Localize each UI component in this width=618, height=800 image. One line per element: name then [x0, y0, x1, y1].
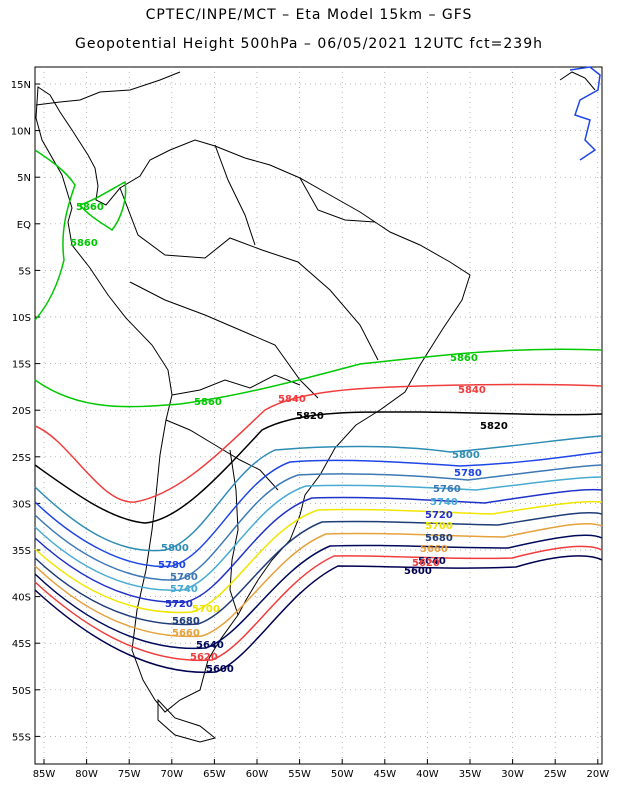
lon-tick-label: 75W [118, 769, 141, 780]
contour-label-5860: 5860 [194, 397, 222, 408]
contour-fragment-northeast [569, 66, 601, 161]
country-border-1 [119, 187, 379, 361]
lat-tick-label: 35S [12, 546, 31, 557]
lat-tick-label: 20S [12, 406, 31, 417]
country-border-3 [171, 374, 301, 396]
lat-tick-label: 25S [12, 453, 31, 464]
contour-label-5620: 5620 [412, 558, 440, 569]
contour-label-5720: 5720 [425, 510, 453, 521]
country-border-5 [214, 144, 256, 246]
lat-tick-label: 55S [12, 732, 31, 743]
contour-5780 [34, 451, 603, 568]
contour-label-5700: 5700 [425, 521, 453, 532]
contour-5860 [79, 180, 127, 232]
contour-5760 [34, 464, 603, 581]
contour-5600 [34, 555, 603, 674]
lat-tick-label: 10S [12, 313, 31, 324]
lon-tick-label: 25W [544, 769, 567, 780]
contour-label-5740: 5740 [430, 497, 458, 508]
contour-5640 [34, 534, 603, 650]
lon-tick-label: 30W [501, 769, 524, 780]
contour-label-5720: 5720 [165, 599, 193, 610]
contour-label-5760: 5760 [433, 484, 461, 495]
chart-title-line-2: Geopotential Height 500hPa – 06/05/2021 … [75, 36, 543, 52]
contour-5820 [34, 411, 603, 524]
contour-label-5840: 5840 [458, 385, 486, 396]
contour-label-5640: 5640 [418, 556, 446, 567]
contour-lines [34, 149, 603, 674]
contour-label-5780: 5780 [158, 560, 186, 571]
contour-5860 [34, 149, 76, 321]
contour-label-5740: 5740 [170, 584, 198, 595]
tierra-del-fuego [157, 698, 217, 743]
central-america-coast [35, 71, 181, 106]
lon-tick-label: 70W [160, 769, 183, 780]
lon-tick-label: 55W [288, 769, 311, 780]
contour-label-5780: 5780 [454, 468, 482, 479]
contour-label-5700: 5700 [192, 604, 220, 615]
lat-tick-label: 30S [12, 499, 31, 510]
country-border-6 [299, 177, 376, 223]
contour-5800 [34, 435, 603, 552]
lon-tick-label: 85W [33, 769, 56, 780]
contour-label-5660: 5660 [172, 628, 200, 639]
contour-label-5660: 5660 [420, 544, 448, 555]
lon-tick-label: 50W [331, 769, 354, 780]
lat-tick-label: 15S [12, 360, 31, 371]
contour-labels: 5860 5860 5840 5840 5820 5820 5800 5800 5780 5780… [70, 202, 508, 675]
lon-tick-label: 20W [586, 769, 609, 780]
contour-label-5840: 5840 [278, 394, 306, 405]
longitude-axis: 85W 80W 75W 70W 65W 60W 55W 50W 45W 40W 35W 30W 25W 2… [33, 759, 609, 780]
contour-5860 [34, 348, 603, 408]
contour-5700 [34, 500, 603, 614]
contour-5740 [34, 476, 603, 591]
lat-tick-label: 45S [12, 639, 31, 650]
contour-label-5680: 5680 [172, 616, 200, 627]
contour-label-5600: 5600 [404, 566, 432, 577]
contour-label-5860: 5860 [76, 202, 104, 213]
contour-label-5820: 5820 [480, 421, 508, 432]
map-gridlines [35, 67, 602, 764]
contour-label-5860: 5860 [450, 353, 478, 364]
lat-tick-label: 50S [12, 686, 31, 697]
contour-label-5860: 5860 [70, 238, 98, 249]
africa-coast-fragment [559, 71, 596, 91]
lat-tick-label: 5N [17, 173, 31, 184]
contour-5680 [34, 512, 603, 626]
lon-tick-label: 65W [203, 769, 226, 780]
lon-tick-label: 40W [416, 769, 439, 780]
lon-tick-label: 80W [75, 769, 98, 780]
country-border-4 [165, 419, 279, 491]
latitude-axis: 15N 10N 5N EQ 5S 10S 15S 20S 25S 30S 35S 40S 45S 50S 5… [11, 80, 40, 743]
contour-label-5620: 5620 [190, 652, 218, 663]
lon-tick-label: 45W [373, 769, 396, 780]
contour-label-5800: 5800 [452, 450, 480, 461]
contour-5620 [34, 545, 603, 662]
lat-tick-label: 10N [11, 127, 31, 138]
lat-tick-label: EQ [17, 220, 31, 231]
contour-label-5800: 5800 [161, 543, 189, 554]
chart-title-line-1: CPTEC/INPE/MCT – Eta Model 15km – GFS [145, 7, 473, 23]
lon-tick-label: 60W [246, 769, 269, 780]
contour-label-5820: 5820 [296, 411, 324, 422]
lat-tick-label: 40S [12, 593, 31, 604]
lat-tick-label: 5S [18, 266, 31, 277]
contour-5660 [34, 522, 603, 638]
contour-label-5640: 5640 [196, 640, 224, 651]
contour-label-5760: 5760 [170, 572, 198, 583]
lat-tick-label: 15N [11, 80, 31, 91]
contour-label-5600: 5600 [206, 664, 234, 675]
south-america-outline [35, 86, 471, 713]
contour-5840 [34, 383, 603, 503]
lon-tick-label: 35W [459, 769, 482, 780]
contour-5720 [34, 488, 603, 603]
contour-label-5680: 5680 [425, 533, 453, 544]
